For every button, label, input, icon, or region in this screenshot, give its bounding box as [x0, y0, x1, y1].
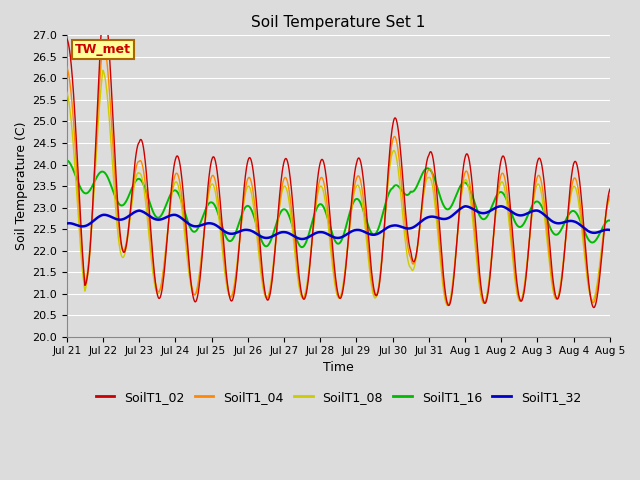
Text: TW_met: TW_met — [75, 43, 131, 56]
Legend: SoilT1_02, SoilT1_04, SoilT1_08, SoilT1_16, SoilT1_32: SoilT1_02, SoilT1_04, SoilT1_08, SoilT1_… — [91, 386, 586, 409]
Title: Soil Temperature Set 1: Soil Temperature Set 1 — [251, 15, 426, 30]
X-axis label: Time: Time — [323, 360, 354, 373]
Y-axis label: Soil Temperature (C): Soil Temperature (C) — [15, 122, 28, 250]
